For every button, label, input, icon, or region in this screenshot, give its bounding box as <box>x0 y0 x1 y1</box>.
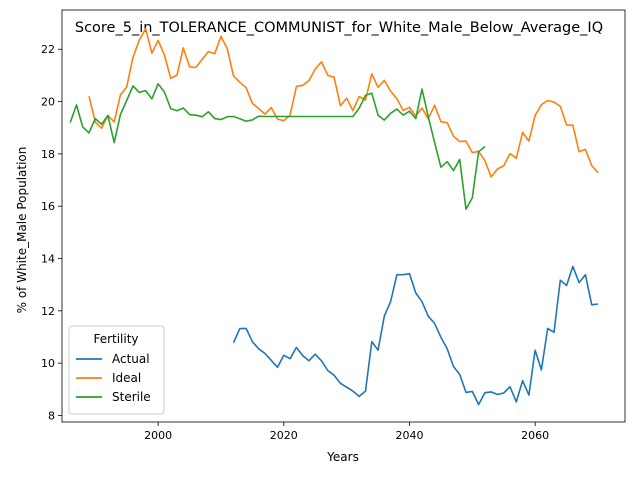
y-ticks: 8 10 12 14 16 18 20 22 <box>41 43 62 422</box>
chart-title: Score_5_in_TOLERANCE_COMMUNIST_for_White… <box>75 20 603 36</box>
x-ticks: 2000 2020 2040 2060 <box>144 422 549 442</box>
plot-frame <box>61 9 626 423</box>
y-tick-label: 12 <box>41 305 55 318</box>
series-layer <box>69 27 599 406</box>
legend-label-actual: Actual <box>112 352 150 366</box>
y-tick-label: 14 <box>41 253 55 266</box>
legend: Fertility Actual Ideal Sterile <box>68 325 165 415</box>
plot-area: 2000 2020 2040 2060 8 10 12 14 16 18 20 22 <box>41 9 626 442</box>
x-axis-label: Years <box>326 450 359 464</box>
y-tick-label: 8 <box>48 409 55 422</box>
x-tick-label: 2020 <box>270 429 298 442</box>
y-tick-label: 10 <box>41 357 55 370</box>
series-line-ideal <box>88 27 599 178</box>
series-line-sterile <box>69 83 486 211</box>
y-tick-label: 16 <box>41 200 55 213</box>
x-tick-label: 2040 <box>395 429 423 442</box>
legend-items: Actual Ideal Sterile <box>76 352 151 404</box>
legend-label-ideal: Ideal <box>112 371 141 385</box>
series-line-actual <box>232 265 599 406</box>
y-tick-label: 20 <box>41 96 55 109</box>
legend-label-sterile: Sterile <box>112 390 151 404</box>
y-axis-label: % of White_Male Population <box>15 147 29 314</box>
y-tick-label: 22 <box>41 43 55 56</box>
legend-box <box>68 325 165 415</box>
legend-title: Fertility <box>93 332 138 346</box>
y-tick-label: 18 <box>41 148 55 161</box>
x-tick-label: 2060 <box>521 429 549 442</box>
x-tick-label: 2000 <box>144 429 172 442</box>
